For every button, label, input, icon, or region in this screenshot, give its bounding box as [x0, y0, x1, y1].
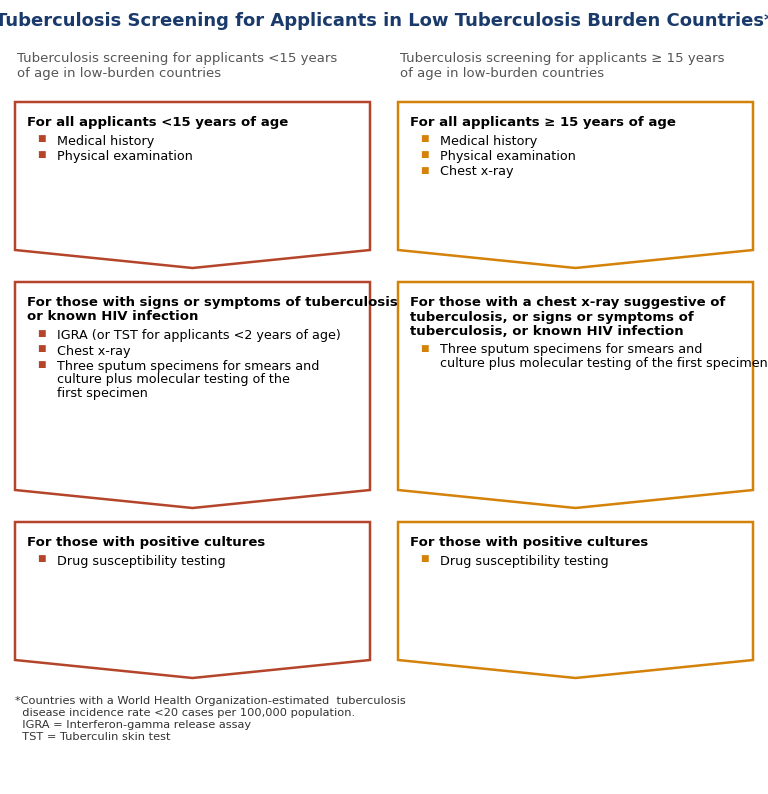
- Text: Three sputum specimens for smears and: Three sputum specimens for smears and: [440, 344, 703, 357]
- Text: ■: ■: [420, 150, 429, 159]
- Text: IGRA = Interferon-gamma release assay: IGRA = Interferon-gamma release assay: [15, 720, 251, 730]
- Text: For those with signs or symptoms of tuberculosis: For those with signs or symptoms of tube…: [27, 296, 398, 309]
- Polygon shape: [398, 102, 753, 268]
- Text: IGRA (or TST for applicants <2 years of age): IGRA (or TST for applicants <2 years of …: [57, 329, 341, 342]
- Polygon shape: [398, 522, 753, 678]
- Text: Tuberculosis screening for applicants <15 years
of age in low-burden countries: Tuberculosis screening for applicants <1…: [17, 52, 337, 80]
- Text: ■: ■: [37, 134, 45, 144]
- Text: ■: ■: [37, 360, 45, 369]
- Text: ■: ■: [37, 329, 45, 338]
- Text: For those with positive cultures: For those with positive cultures: [410, 536, 648, 549]
- Text: Chest x-ray: Chest x-ray: [440, 165, 514, 179]
- Text: *Countries with a World Health Organization-estimated  tuberculosis: *Countries with a World Health Organizat…: [15, 696, 406, 706]
- Text: tuberculosis, or known HIV infection: tuberculosis, or known HIV infection: [410, 325, 684, 338]
- Polygon shape: [15, 522, 370, 678]
- Text: first specimen: first specimen: [57, 387, 148, 400]
- Text: ■: ■: [420, 165, 429, 175]
- Text: Physical examination: Physical examination: [57, 150, 193, 163]
- Text: Physical examination: Physical examination: [440, 150, 576, 163]
- Text: Tuberculosis Screening for Applicants in Low Tuberculosis Burden Countries*: Tuberculosis Screening for Applicants in…: [0, 12, 768, 30]
- Text: tuberculosis, or signs or symptoms of: tuberculosis, or signs or symptoms of: [410, 310, 694, 323]
- Text: Drug susceptibility testing: Drug susceptibility testing: [440, 554, 608, 568]
- Text: or known HIV infection: or known HIV infection: [27, 310, 198, 323]
- Text: ■: ■: [420, 344, 429, 353]
- Text: Tuberculosis screening for applicants ≥ 15 years
of age in low-burden countries: Tuberculosis screening for applicants ≥ …: [400, 52, 724, 80]
- Text: Chest x-ray: Chest x-ray: [57, 345, 131, 357]
- Polygon shape: [15, 102, 370, 268]
- Text: Drug susceptibility testing: Drug susceptibility testing: [57, 554, 226, 568]
- Text: Medical history: Medical history: [440, 134, 538, 148]
- Polygon shape: [15, 282, 370, 508]
- Text: ■: ■: [37, 150, 45, 159]
- Text: culture plus molecular testing of the: culture plus molecular testing of the: [57, 373, 290, 387]
- Text: ■: ■: [420, 134, 429, 144]
- Text: For all applicants <15 years of age: For all applicants <15 years of age: [27, 116, 288, 129]
- Text: Medical history: Medical history: [57, 134, 154, 148]
- Polygon shape: [398, 282, 753, 508]
- Text: For all applicants ≥ 15 years of age: For all applicants ≥ 15 years of age: [410, 116, 676, 129]
- Text: culture plus molecular testing of the first specimen: culture plus molecular testing of the fi…: [440, 357, 768, 370]
- Text: ■: ■: [420, 554, 429, 564]
- Text: ■: ■: [37, 345, 45, 353]
- Text: ■: ■: [37, 554, 45, 564]
- Text: TST = Tuberculin skin test: TST = Tuberculin skin test: [15, 732, 170, 742]
- Text: Three sputum specimens for smears and: Three sputum specimens for smears and: [57, 360, 319, 373]
- Text: For those with positive cultures: For those with positive cultures: [27, 536, 265, 549]
- Text: disease incidence rate <20 cases per 100,000 population.: disease incidence rate <20 cases per 100…: [15, 708, 355, 718]
- Text: For those with a chest x-ray suggestive of: For those with a chest x-ray suggestive …: [410, 296, 725, 309]
